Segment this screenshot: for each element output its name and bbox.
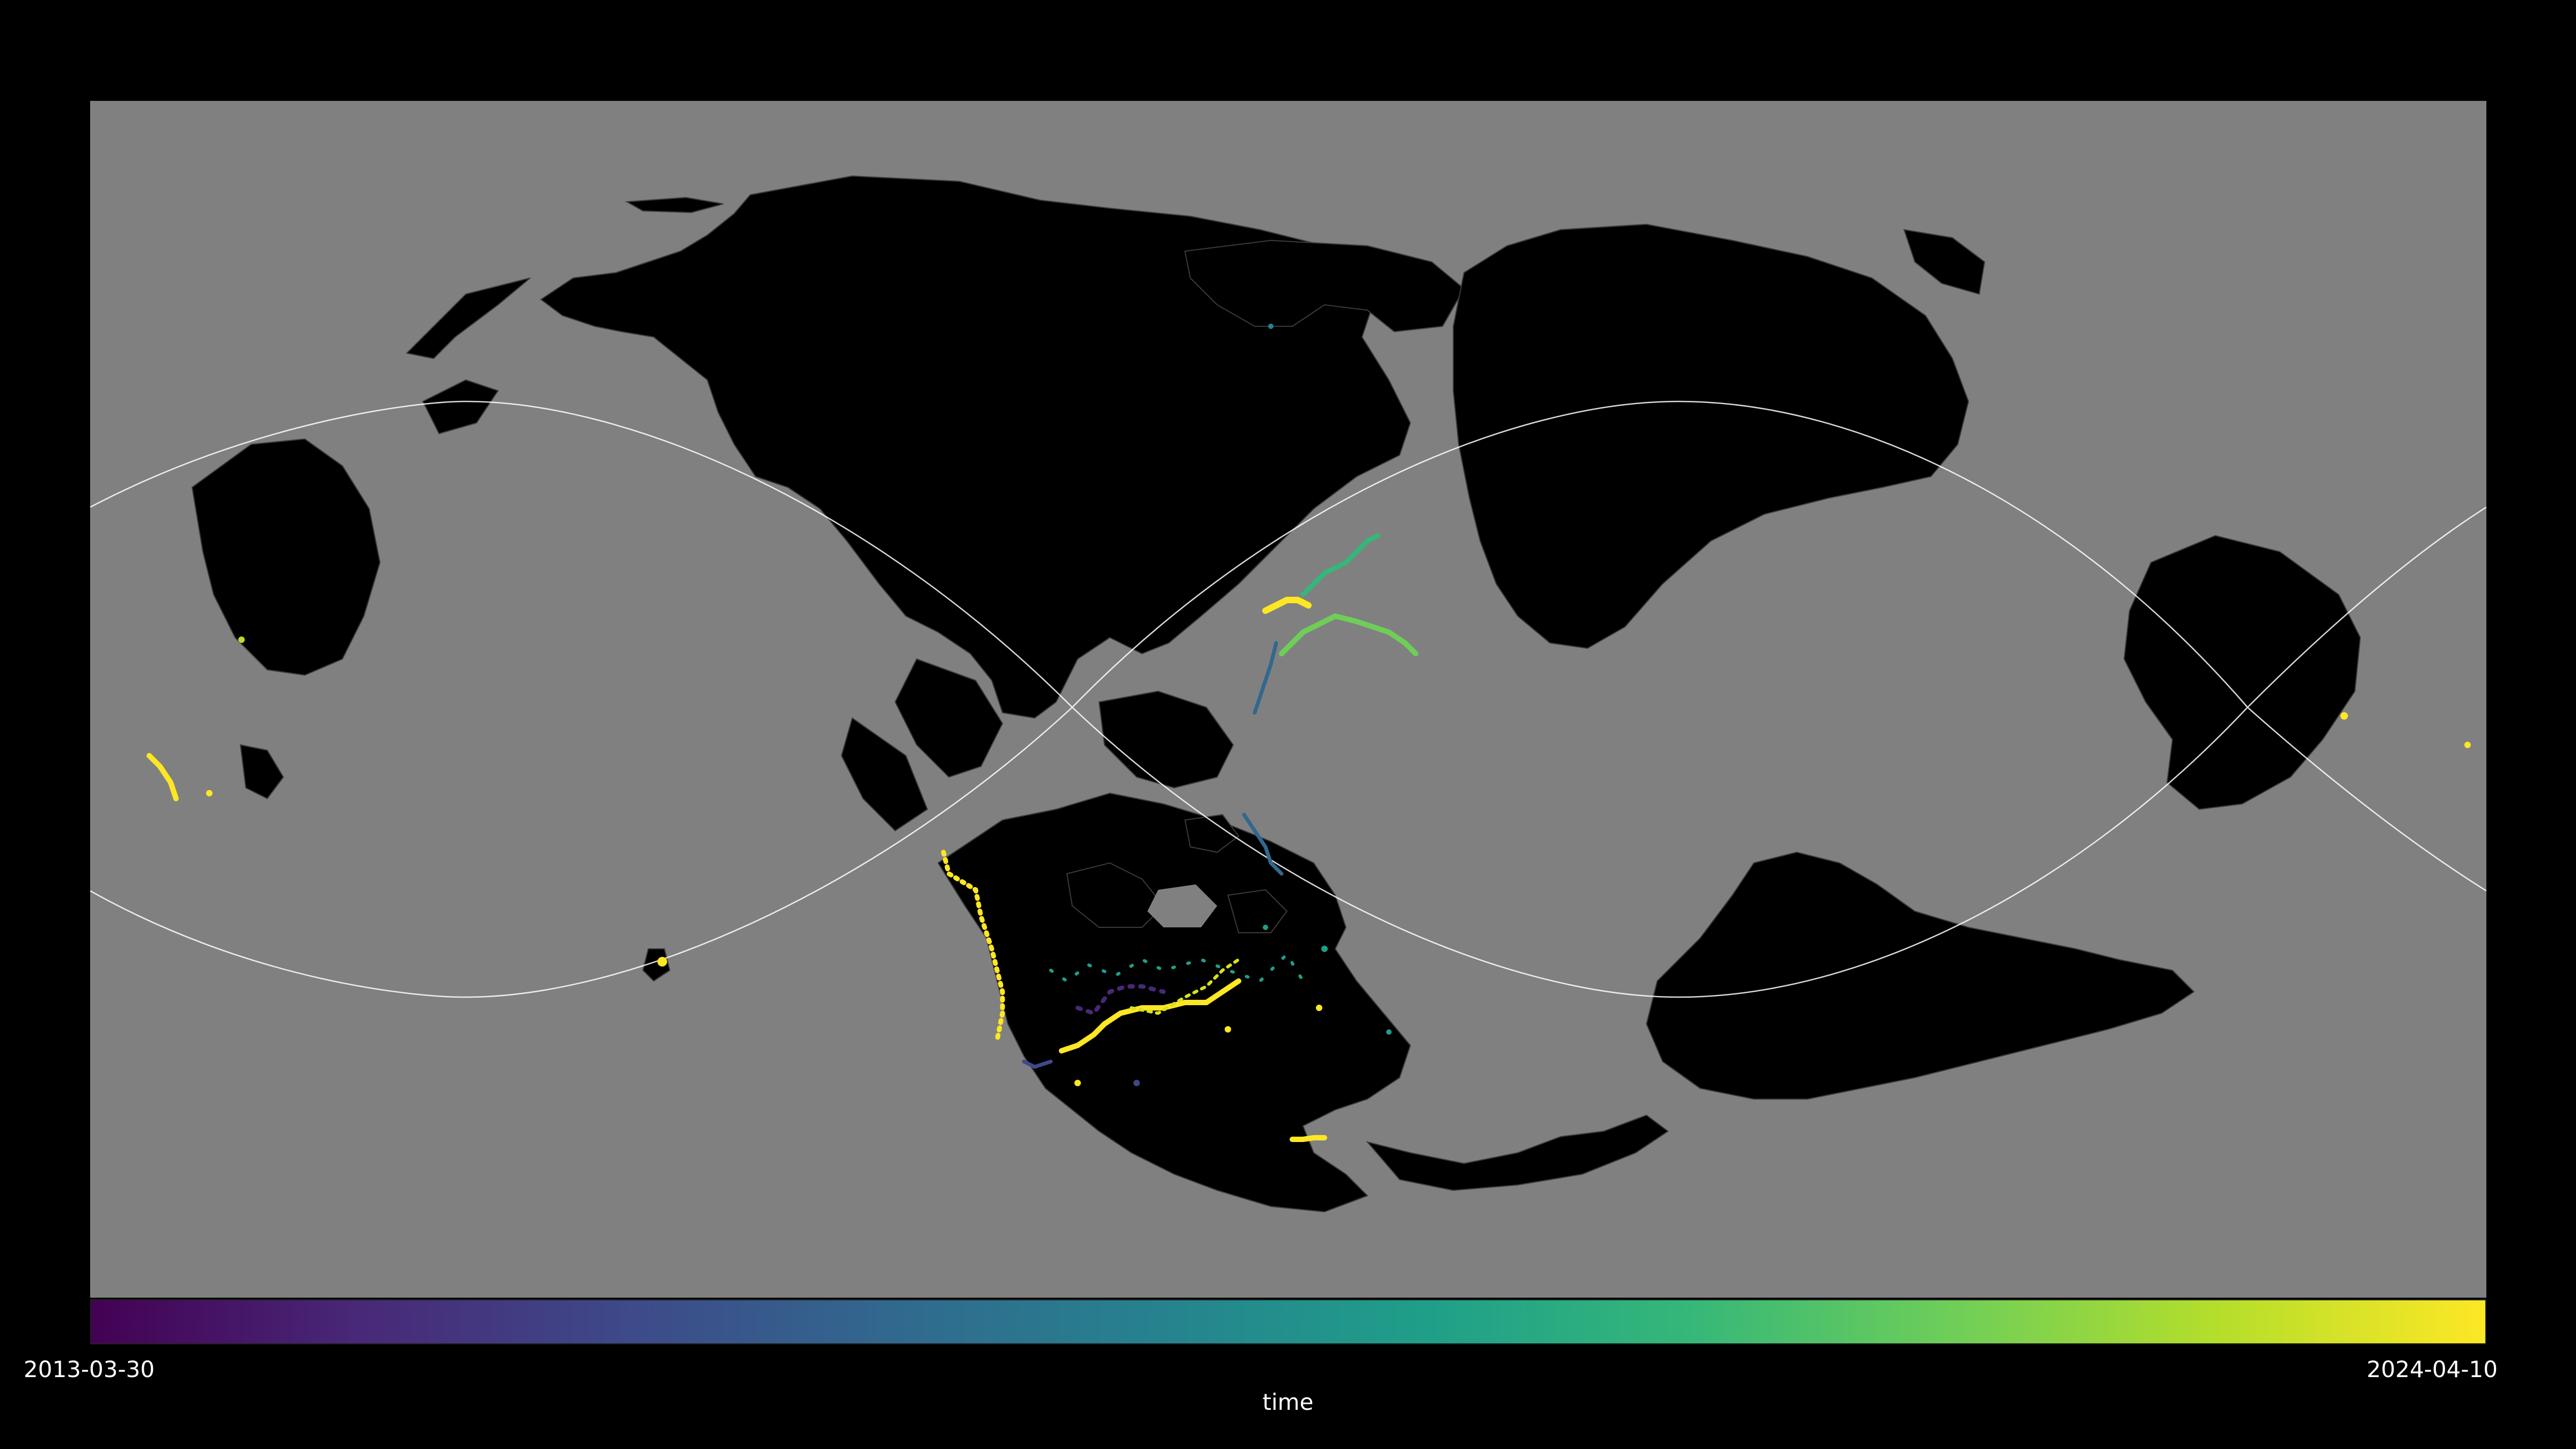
colorbar <box>90 1299 2486 1344</box>
map-panel <box>90 101 2486 1298</box>
track-atlantic <box>1253 641 1278 715</box>
track-west-coast <box>941 850 1005 1043</box>
point-north-russia <box>1268 324 1274 329</box>
track-europe-yellow <box>1262 597 1312 614</box>
landmass-small-island-b <box>1184 814 1240 853</box>
hudson-bay <box>1147 884 1217 927</box>
landmass-central-america <box>1366 1114 1669 1191</box>
observation-points <box>147 324 2471 1142</box>
landmass-arctic-island <box>625 196 724 214</box>
point-left-island-b <box>206 790 213 796</box>
landmass-south-america <box>1645 851 2195 1100</box>
landmass-left-island <box>191 438 381 676</box>
track-europe-green <box>1279 613 1418 656</box>
landmass-left-island-small <box>239 744 284 800</box>
colorbar-title: time <box>1262 1389 1314 1415</box>
point-east-a <box>1321 946 1328 952</box>
track-old-plains <box>1075 984 1166 1016</box>
point-south-a <box>1074 1080 1081 1086</box>
landmass-southeast-asia <box>840 717 928 832</box>
inland-water <box>1147 884 1217 927</box>
point-right-island <box>2340 712 2348 720</box>
landmass-small-island-a <box>1227 889 1288 933</box>
point-south-b <box>1225 1026 1231 1033</box>
landmasses <box>191 175 2361 1213</box>
point-east-b <box>1263 925 1268 930</box>
track-europe-north <box>1300 533 1381 597</box>
landmass-africa <box>1453 223 1970 649</box>
graticule-curve-lower <box>90 706 2486 998</box>
landmass-india-region <box>894 658 1004 778</box>
landmass-siberian-arc-2 <box>422 379 499 435</box>
track-old-south <box>1022 1059 1053 1069</box>
landmass-scandinavia <box>1184 239 1465 333</box>
colorbar-min-label: 2013-03-30 <box>24 1356 155 1382</box>
track-us-crossing <box>1059 978 1241 1053</box>
landmass-right-island <box>2123 535 2361 810</box>
point-south-c <box>1133 1080 1140 1086</box>
track-left-island <box>147 753 179 801</box>
point-far-left <box>238 636 245 643</box>
point-pacific <box>657 957 667 967</box>
point-far-right <box>2464 742 2471 748</box>
landmass-pacific-island <box>642 948 671 982</box>
graticule-curve-upper <box>90 400 2486 708</box>
point-gulf <box>1386 1029 1392 1035</box>
landmass-madagascar <box>1903 229 1986 295</box>
track-mexico <box>1290 1135 1327 1142</box>
colorbar-max-label: 2024-04-10 <box>2366 1356 2498 1382</box>
track-labrador <box>1242 813 1284 876</box>
track-us-crossing-b <box>1130 958 1240 1015</box>
point-south-d <box>1316 1005 1322 1011</box>
landmass-siberian-arc-1 <box>405 277 531 360</box>
graticule <box>90 400 2486 998</box>
landmass-greenland <box>1098 690 1234 789</box>
